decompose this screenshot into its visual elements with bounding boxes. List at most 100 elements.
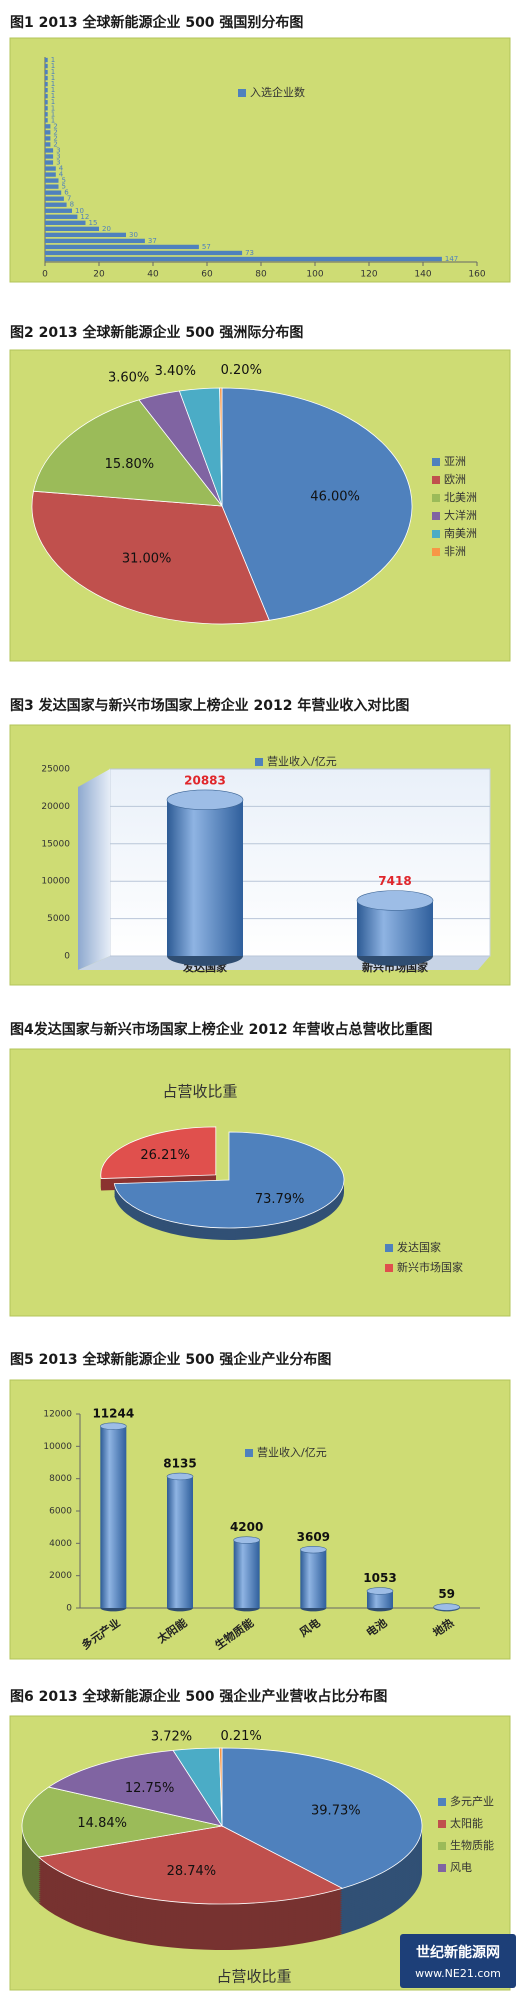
y-tick-label: 20000 [41, 802, 70, 812]
slice [37, 1825, 344, 1905]
bar [233, 1540, 260, 1608]
y-tick-label: 5000 [47, 914, 70, 924]
x-tick-label: 0 [42, 270, 48, 280]
legend-swatch [255, 758, 263, 766]
legend-label: 入选企业数 [250, 85, 305, 99]
legend-swatch [438, 1864, 446, 1872]
bar [45, 196, 64, 201]
chart-title: 图1 2013 全球新能源企业 500 强国别分布图 [10, 14, 303, 31]
slice-label: 14.84% [77, 1816, 127, 1831]
bar [45, 172, 56, 177]
data-label: 1 [51, 68, 55, 76]
y-tick-label: 10000 [43, 1442, 72, 1452]
watermark-box [400, 1934, 516, 1988]
data-label: 4 [59, 165, 64, 173]
slice [47, 1749, 223, 1827]
legend-label: 生物质能 [450, 1838, 494, 1852]
data-label: 4 [59, 171, 64, 179]
legend-swatch [432, 512, 440, 520]
data-label: 1 [51, 116, 55, 124]
legend-swatch [432, 476, 440, 484]
data-label: 37 [148, 237, 157, 245]
data-label: 3609 [297, 1530, 330, 1544]
bar [45, 256, 442, 262]
legend-swatch [438, 1842, 446, 1850]
data-label: 20 [102, 225, 111, 233]
slice-label: 15.80% [105, 457, 155, 472]
legend-label: 非洲 [444, 545, 466, 558]
data-label: 30 [129, 231, 138, 239]
watermark-name: 世纪新能源网 [416, 1944, 500, 1961]
bar [45, 250, 243, 256]
bar [45, 142, 51, 147]
slice-label: 26.21% [140, 1148, 190, 1163]
data-label: 20883 [184, 773, 226, 787]
bar-top [166, 1472, 194, 1481]
data-label: 1 [51, 62, 55, 70]
slice-label: 46.00% [310, 490, 360, 505]
y-tick-label: 8000 [49, 1474, 72, 1484]
chart-title: 图5 2013 全球新能源企业 500 强企业产业分布图 [10, 1351, 331, 1368]
data-label: 1 [51, 104, 55, 112]
bar [45, 136, 51, 141]
data-label: 8 [70, 201, 74, 209]
data-label: 1 [51, 86, 55, 94]
bar-top [233, 1536, 260, 1544]
legend-swatch [245, 1449, 253, 1457]
legend-label: 亚洲 [444, 455, 466, 468]
legend-label: 大洋洲 [444, 508, 477, 522]
data-label: 2 [53, 122, 57, 130]
data-label: 1 [51, 74, 55, 82]
slice [113, 1131, 345, 1229]
bar [45, 100, 48, 105]
y-tick-label: 0 [66, 1604, 72, 1614]
data-label: 2 [53, 140, 57, 148]
bar-top [366, 1587, 394, 1595]
legend-label: 营业收入/亿元 [257, 1445, 327, 1459]
slice-label: 73.79% [255, 1192, 305, 1207]
chart-title: 图4发达国家与新兴市场国家上榜企业 2012 年营收占总营收比重图 [10, 1021, 432, 1038]
y-tick-label: 6000 [49, 1507, 72, 1517]
legend-swatch [385, 1244, 393, 1252]
legend-label: 北美洲 [444, 491, 477, 504]
x-tick-label: 160 [468, 270, 485, 280]
y-tick-label: 4000 [49, 1539, 72, 1549]
slice-label: 39.73% [311, 1804, 361, 1819]
data-label: 73 [245, 249, 254, 257]
data-label: 10 [75, 207, 84, 215]
caption: 占营收比重 [162, 1083, 237, 1101]
data-label: 7418 [378, 874, 411, 888]
x-tick-label: 20 [93, 270, 105, 280]
y-tick-label: 25000 [41, 765, 70, 775]
data-label: 2 [53, 134, 57, 142]
slice [33, 399, 223, 507]
bar [45, 220, 86, 225]
bar [45, 57, 48, 63]
bar-top [166, 789, 244, 810]
slice-label: 3.40% [155, 364, 196, 379]
slice-label: 12.75% [125, 1781, 175, 1796]
legend-label: 多元产业 [450, 1794, 494, 1808]
bar [45, 154, 54, 159]
bar-top [100, 1422, 127, 1430]
bar [167, 799, 243, 956]
bar-top [356, 890, 434, 911]
slice [100, 1126, 217, 1179]
bar [45, 118, 48, 123]
bar [45, 244, 199, 250]
data-label: 15 [89, 219, 98, 227]
data-label: 6 [64, 189, 69, 197]
bar [45, 81, 48, 87]
data-label: 12 [80, 213, 89, 221]
bar [45, 94, 48, 99]
bar [45, 178, 59, 183]
bar [45, 184, 59, 189]
data-label: 1 [51, 92, 55, 100]
bar [45, 166, 56, 171]
data-label: 4200 [230, 1520, 263, 1534]
x-tick-label: 60 [201, 270, 213, 280]
bar [45, 63, 48, 69]
watermark-url: www.NE21.com [415, 1967, 501, 1980]
bar [45, 106, 48, 111]
